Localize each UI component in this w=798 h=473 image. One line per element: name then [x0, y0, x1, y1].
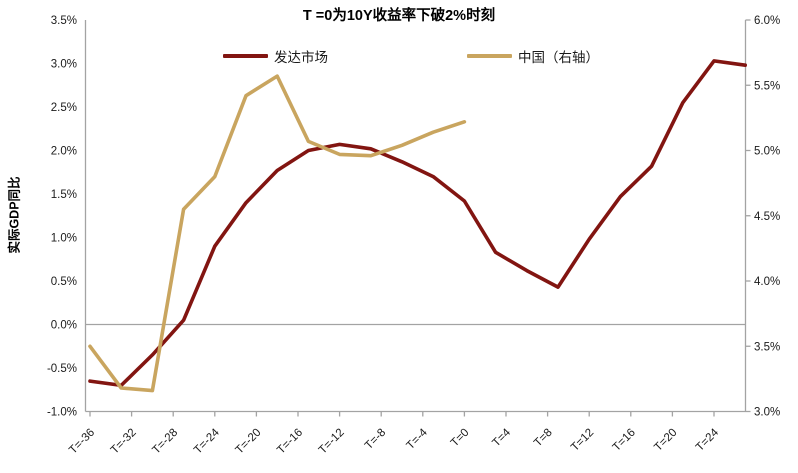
- left-axis-tick-label: 3.5%: [51, 15, 77, 27]
- right-axis-tick-label: 3.5%: [754, 341, 780, 353]
- legend: 发达市场 中国（右轴）: [0, 47, 798, 65]
- right-axis-tick-label: 5.5%: [754, 80, 780, 92]
- x-axis-tick-label: T=8: [532, 427, 555, 450]
- series-line-developed-markets: [88, 59, 748, 388]
- series-line-china-right-axis: [88, 74, 467, 393]
- right-axis-tick-label: 6.0%: [754, 15, 780, 27]
- left-axis-tick-label: 2.5%: [51, 102, 77, 114]
- x-axis-tick-label: T=-16: [275, 427, 305, 457]
- x-axis-tick-label: T=0: [449, 427, 472, 450]
- legend-label-developed-markets: 发达市场: [274, 50, 328, 65]
- x-axis-tick-label: T=12: [569, 427, 596, 454]
- legend-item-developed-markets[interactable]: 发达市场: [223, 47, 328, 65]
- left-axis-tick-label: 3.0%: [51, 59, 77, 71]
- right-axis-tick-label: 5.0%: [754, 146, 780, 158]
- x-axis-tick-label: T=4: [490, 426, 513, 449]
- legend-swatch-china: [467, 54, 512, 58]
- right-axis-tick-label: 3.0%: [754, 407, 780, 419]
- legend-item-china[interactable]: 中国（右轴）: [467, 47, 599, 65]
- x-axis-tick-label: T=-36: [67, 427, 97, 457]
- x-axis-tick-label: T=16: [611, 427, 638, 454]
- x-axis-tick-label: T=24: [694, 426, 722, 454]
- left-axis-tick-label: -0.5%: [47, 363, 77, 375]
- legend-swatch-developed-markets: [223, 54, 268, 58]
- x-axis-tick-label: T=20: [652, 427, 679, 454]
- left-axis-tick-label: 1.5%: [51, 189, 77, 201]
- right-axis-tick-label: 4.5%: [754, 211, 780, 223]
- left-axis-tick-label: -1.0%: [47, 407, 77, 419]
- right-axis-tick-label: 4.0%: [754, 276, 780, 288]
- left-axis-tick-label: 0.0%: [51, 320, 77, 332]
- left-axis-tick-label: 0.5%: [51, 276, 77, 288]
- x-axis-tick-label: T=-8: [363, 427, 388, 452]
- x-axis-tick-label: T=-20: [234, 427, 264, 457]
- x-axis-tick-label: T=-32: [109, 427, 139, 457]
- left-axis-tick-label: 1.0%: [51, 233, 77, 245]
- left-axis-tick-label: 2.0%: [51, 146, 77, 158]
- chart-title: T =0为10Y收益率下破2%时刻: [302, 8, 496, 24]
- legend-label-china: 中国（右轴）: [518, 50, 599, 65]
- x-axis-tick-label: T=-28: [150, 427, 180, 457]
- x-axis-tick-label: T=-12: [317, 427, 347, 457]
- x-axis-tick-label: T=-24: [192, 426, 222, 456]
- x-axis-tick-label: T=-4: [404, 426, 430, 452]
